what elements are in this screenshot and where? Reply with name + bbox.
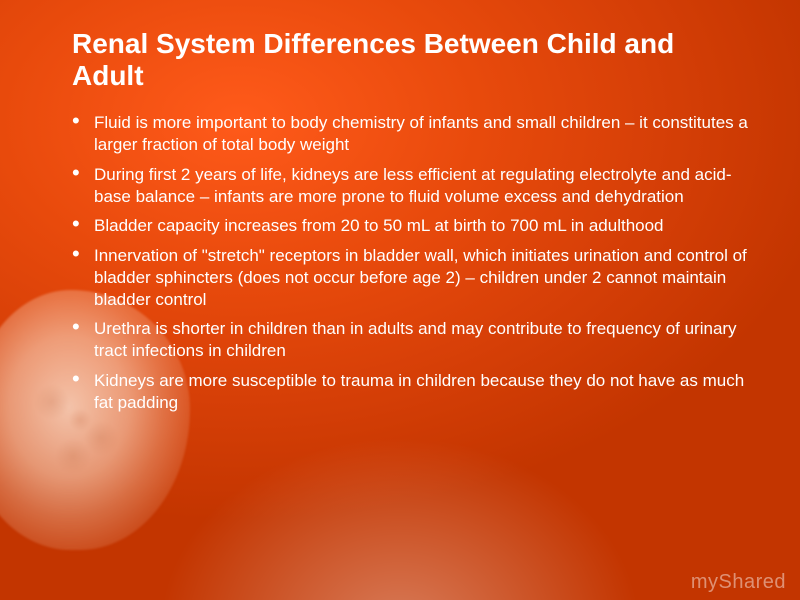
list-item: Kidneys are more susceptible to trauma i… [72,370,752,414]
presentation-slide: Renal System Differences Between Child a… [0,0,800,600]
watermark-text: myShared [691,571,786,594]
list-item: During first 2 years of life, kidneys ar… [72,164,752,208]
slide-title: Renal System Differences Between Child a… [72,28,752,92]
list-item: Fluid is more important to body chemistr… [72,112,752,156]
list-item: Innervation of "stretch" receptors in bl… [72,245,752,310]
list-item: Urethra is shorter in children than in a… [72,318,752,362]
bullet-list: Fluid is more important to body chemistr… [72,112,752,413]
list-item: Bladder capacity increases from 20 to 50… [72,215,752,237]
